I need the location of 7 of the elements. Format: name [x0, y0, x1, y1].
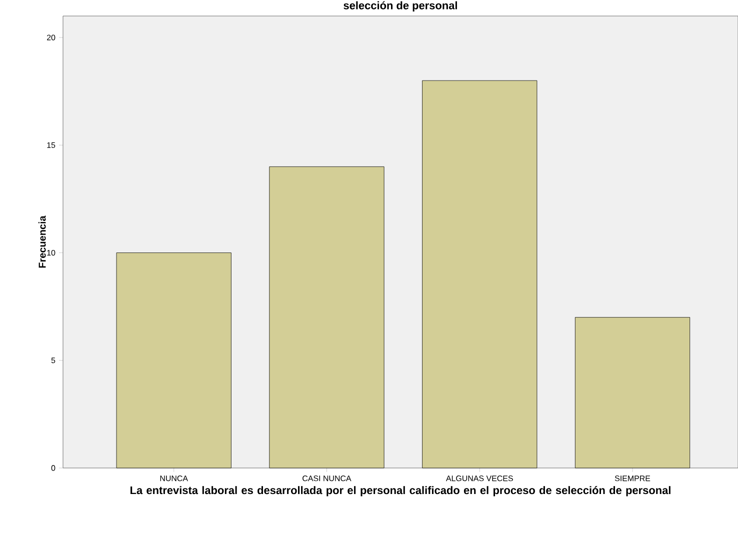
bar [422, 80, 538, 468]
bar [574, 317, 690, 468]
chart-title: selección de personal [344, 1, 457, 12]
x-axis-title: La entrevista laboral es desarrollada por el personal calificado en el proceso de selección de personal [130, 486, 670, 496]
bar [116, 252, 232, 468]
bar [269, 166, 384, 468]
y-axis-title: Frecuencia [38, 216, 46, 268]
